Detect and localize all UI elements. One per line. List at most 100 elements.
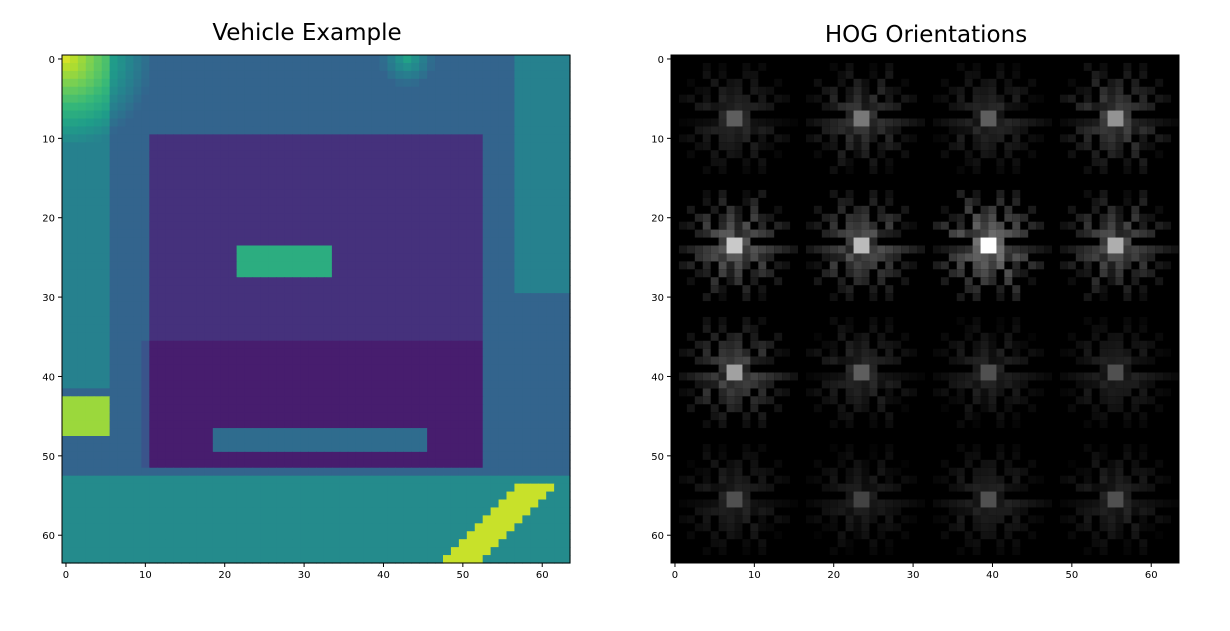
image-pixel [93,309,103,318]
hog-pixel [829,126,838,135]
image-pixel [379,94,389,104]
hog-pixel [702,142,711,151]
image-pixel [331,324,341,334]
hog-pixel [766,126,775,135]
image-pixel [387,269,396,278]
image-pixel [236,467,246,477]
hog-pixel [774,277,783,286]
image-pixel [125,324,135,334]
image-pixel [101,404,111,413]
image-pixel [562,221,571,231]
image-pixel [109,555,119,564]
image-pixel [252,142,262,151]
image-pixel [554,388,563,397]
image-pixel [212,499,222,509]
image-pixel [69,499,79,509]
hog-pixel [1123,134,1132,143]
image-pixel [514,94,523,104]
image-pixel [165,205,174,215]
image-pixel [514,547,523,556]
image-pixel [117,158,127,167]
image-pixel [514,134,523,143]
image-pixel [284,261,293,270]
image-pixel [117,285,127,294]
image-pixel [284,253,293,262]
image-pixel [260,364,269,374]
image-pixel [236,523,246,532]
hog-pixel [742,237,751,246]
hog-pixel [1099,94,1108,103]
image-pixel [308,102,317,112]
image-pixel [157,491,166,501]
image-pixel [220,499,230,509]
image-pixel [133,221,142,231]
hog-pixel [686,78,695,87]
image-pixel [133,293,142,302]
image-pixel [490,372,500,382]
hog-pixel [972,158,981,167]
image-pixel [141,94,150,104]
image-pixel [101,451,111,461]
image-pixel [276,388,285,397]
image-pixel [355,443,365,453]
image-pixel [466,348,476,358]
image-pixel [244,277,254,286]
image-pixel [109,404,119,413]
image-pixel [189,340,198,350]
image-pixel [538,261,547,270]
image-pixel [220,301,230,310]
image-pixel [252,245,262,255]
image-pixel [443,555,452,564]
image-pixel [403,380,412,389]
image-pixel [196,499,206,509]
image-pixel [482,86,492,96]
image-pixel [212,364,222,374]
image-pixel [435,126,444,135]
image-pixel [411,459,420,469]
image-pixel [435,451,444,461]
image-pixel [189,380,198,389]
image-pixel [331,205,341,215]
image-pixel [244,467,254,477]
image-pixel [220,55,230,64]
image-pixel [69,126,79,135]
image-pixel [101,388,111,397]
image-pixel [149,285,158,294]
image-pixel [260,293,269,302]
image-pixel [228,348,238,358]
image-pixel [411,555,420,564]
image-pixel [554,443,563,453]
image-pixel [395,309,404,318]
image-pixel [339,459,349,469]
image-pixel [308,340,317,350]
image-pixel [554,301,563,310]
image-pixel [69,364,79,374]
image-pixel [276,110,285,120]
image-pixel [69,388,79,397]
image-pixel [189,142,198,151]
image-pixel [546,158,555,167]
image-pixel [117,316,127,326]
hog-pixel [750,78,759,87]
image-pixel [101,380,111,389]
image-pixel [458,301,468,310]
image-pixel [419,293,428,302]
image-pixel [379,182,389,191]
image-pixel [331,166,341,175]
image-pixel [133,531,142,540]
image-pixel [562,245,571,255]
image-pixel [252,388,262,397]
image-pixel [482,301,492,310]
image-pixel [339,420,349,429]
image-pixel [562,182,571,191]
image-pixel [490,459,500,469]
image-pixel [538,118,547,128]
image-pixel [562,491,571,501]
image-pixel [149,388,158,397]
image-pixel [228,174,238,183]
image-pixel [93,78,103,88]
image-pixel [212,332,222,342]
image-pixel [387,213,396,223]
image-pixel [69,86,79,96]
image-pixel [62,110,71,120]
